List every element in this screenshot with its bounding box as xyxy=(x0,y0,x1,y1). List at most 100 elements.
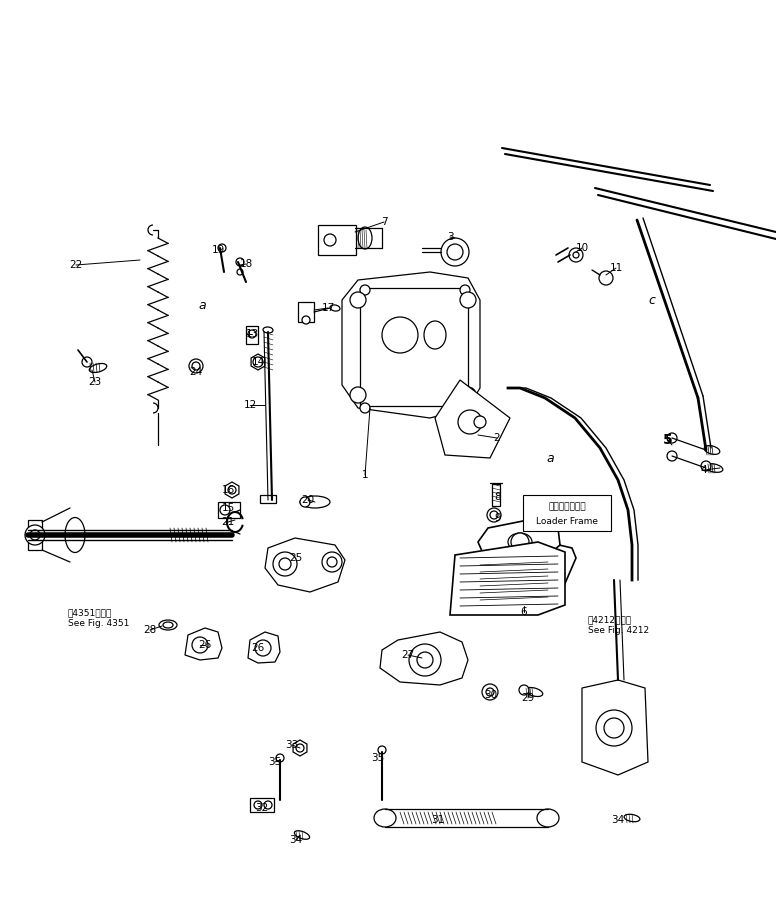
Polygon shape xyxy=(435,380,510,458)
Bar xyxy=(260,495,276,503)
Ellipse shape xyxy=(89,364,107,373)
Bar xyxy=(218,502,240,518)
Text: 25: 25 xyxy=(289,553,303,563)
Text: 30: 30 xyxy=(484,690,497,700)
Circle shape xyxy=(350,292,366,308)
Circle shape xyxy=(486,688,494,696)
Circle shape xyxy=(264,801,272,809)
Text: 第4351図参照
See Fig. 4351: 第4351図参照 See Fig. 4351 xyxy=(68,608,130,628)
Circle shape xyxy=(474,416,486,428)
Circle shape xyxy=(458,410,482,434)
Text: 10: 10 xyxy=(576,243,588,253)
Circle shape xyxy=(596,710,632,746)
Text: 4: 4 xyxy=(701,465,707,475)
Circle shape xyxy=(350,387,366,403)
Circle shape xyxy=(441,238,469,266)
Ellipse shape xyxy=(65,518,85,552)
Circle shape xyxy=(253,357,263,367)
Circle shape xyxy=(604,718,624,738)
Ellipse shape xyxy=(424,321,446,349)
Polygon shape xyxy=(582,680,648,775)
Circle shape xyxy=(300,497,310,507)
Ellipse shape xyxy=(704,445,720,454)
Text: 16: 16 xyxy=(221,485,234,495)
Text: 29: 29 xyxy=(521,693,535,703)
Circle shape xyxy=(667,433,677,443)
Polygon shape xyxy=(265,538,345,592)
Polygon shape xyxy=(342,272,480,418)
Text: 2: 2 xyxy=(494,433,501,443)
Circle shape xyxy=(382,317,418,353)
Circle shape xyxy=(237,269,243,275)
Circle shape xyxy=(569,248,583,262)
Circle shape xyxy=(502,537,518,553)
Text: 34: 34 xyxy=(289,835,303,845)
Text: 34: 34 xyxy=(611,815,625,825)
Circle shape xyxy=(322,552,342,572)
Text: 23: 23 xyxy=(88,377,102,387)
Circle shape xyxy=(460,403,470,413)
Ellipse shape xyxy=(358,227,372,249)
Text: 1: 1 xyxy=(362,470,369,480)
Text: 18: 18 xyxy=(239,259,253,269)
Text: 3: 3 xyxy=(447,232,453,242)
Polygon shape xyxy=(251,354,265,370)
Circle shape xyxy=(460,285,470,295)
Circle shape xyxy=(409,644,441,676)
Text: c: c xyxy=(649,293,656,307)
Text: 20: 20 xyxy=(301,495,314,505)
Circle shape xyxy=(302,316,310,324)
Circle shape xyxy=(573,252,579,258)
Text: 13: 13 xyxy=(245,329,258,339)
Circle shape xyxy=(296,744,304,752)
Circle shape xyxy=(327,557,337,567)
Text: 17: 17 xyxy=(321,303,334,313)
Ellipse shape xyxy=(300,496,330,508)
Text: 31: 31 xyxy=(431,815,445,825)
Polygon shape xyxy=(478,520,560,565)
Ellipse shape xyxy=(495,538,525,552)
Text: 12: 12 xyxy=(244,400,257,410)
Text: 19: 19 xyxy=(211,245,224,255)
Polygon shape xyxy=(455,540,576,610)
Circle shape xyxy=(189,359,203,373)
Circle shape xyxy=(667,451,677,461)
Circle shape xyxy=(490,511,498,519)
Bar xyxy=(250,798,274,812)
Text: a: a xyxy=(198,299,206,311)
Text: 11: 11 xyxy=(609,263,622,273)
Circle shape xyxy=(417,652,433,668)
Text: 9: 9 xyxy=(494,513,501,523)
Circle shape xyxy=(324,234,336,246)
Text: 21: 21 xyxy=(221,517,234,527)
Circle shape xyxy=(511,533,529,551)
Bar xyxy=(492,484,500,506)
Circle shape xyxy=(360,285,370,295)
Polygon shape xyxy=(248,632,280,663)
Bar xyxy=(298,302,314,322)
Text: ローダフレーム: ローダフレーム xyxy=(548,502,586,511)
Text: 35: 35 xyxy=(372,753,385,763)
Circle shape xyxy=(255,640,271,656)
Circle shape xyxy=(25,525,45,545)
Bar xyxy=(318,225,356,255)
Ellipse shape xyxy=(624,814,640,822)
Circle shape xyxy=(192,362,200,370)
Text: 15: 15 xyxy=(221,503,234,513)
Polygon shape xyxy=(450,542,565,615)
Bar xyxy=(246,326,258,344)
Circle shape xyxy=(192,637,208,653)
Circle shape xyxy=(460,387,476,403)
Circle shape xyxy=(519,685,529,695)
Circle shape xyxy=(447,244,463,260)
Polygon shape xyxy=(380,632,468,685)
Ellipse shape xyxy=(374,809,396,827)
Bar xyxy=(360,288,468,406)
Circle shape xyxy=(487,508,501,522)
Circle shape xyxy=(82,357,92,367)
Circle shape xyxy=(599,271,613,285)
Ellipse shape xyxy=(263,327,273,333)
Text: 26: 26 xyxy=(199,640,212,650)
Text: 14: 14 xyxy=(251,357,265,367)
Circle shape xyxy=(228,486,236,494)
